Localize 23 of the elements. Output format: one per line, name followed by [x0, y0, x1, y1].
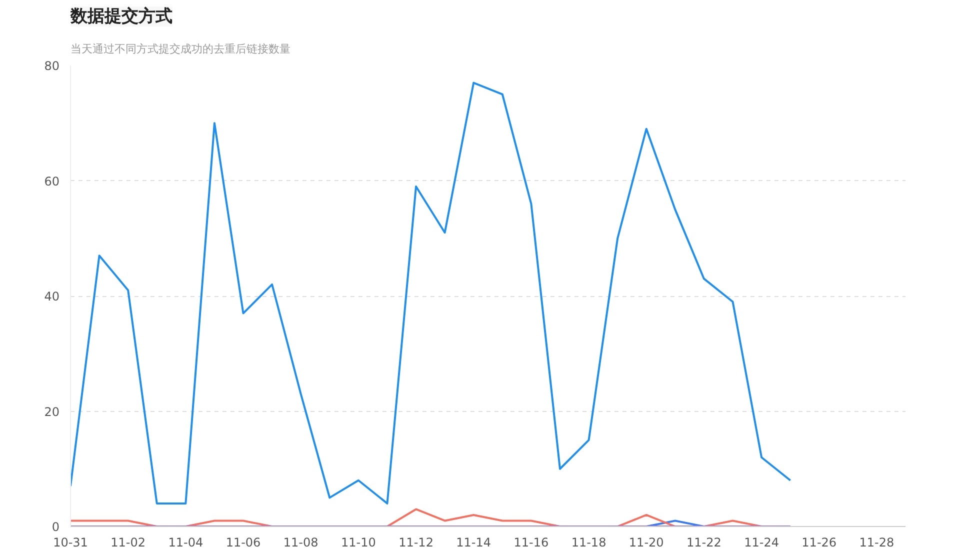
x-tick-label: 11-20 [628, 536, 664, 549]
x-tick-label: 11-16 [514, 536, 549, 549]
chart-subtitle: 当天通过不同方式提交成功的去重后链接数量 [70, 42, 290, 56]
x-tick-label: 11-18 [571, 536, 606, 549]
y-tick-label: 80 [44, 59, 60, 73]
line-series [70, 82, 792, 504]
chart-title: 数据提交方式 [70, 6, 172, 26]
y-tick-label: 60 [44, 174, 60, 188]
x-tick-label: 11-02 [110, 536, 146, 549]
x-tick-label: 11-08 [283, 536, 318, 549]
x-tick-label: 10-31 [53, 536, 88, 549]
x-tick-label: 11-26 [802, 536, 837, 549]
x-tick-label: 11-14 [456, 536, 492, 549]
x-tick-label: 11-06 [226, 536, 261, 549]
x-tick-label: 11-22 [686, 536, 722, 549]
x-tick-label: 11-10 [340, 536, 376, 549]
x-tick-label: 11-24 [744, 536, 779, 549]
x-tick-label: 11-28 [859, 536, 894, 549]
y-tick-label: 40 [44, 290, 60, 304]
x-tick-label: 11-12 [398, 536, 434, 549]
y-tick-label: 20 [44, 404, 60, 419]
x-tick-label: 11-04 [168, 536, 204, 549]
y-tick-label: 0 [52, 520, 60, 534]
